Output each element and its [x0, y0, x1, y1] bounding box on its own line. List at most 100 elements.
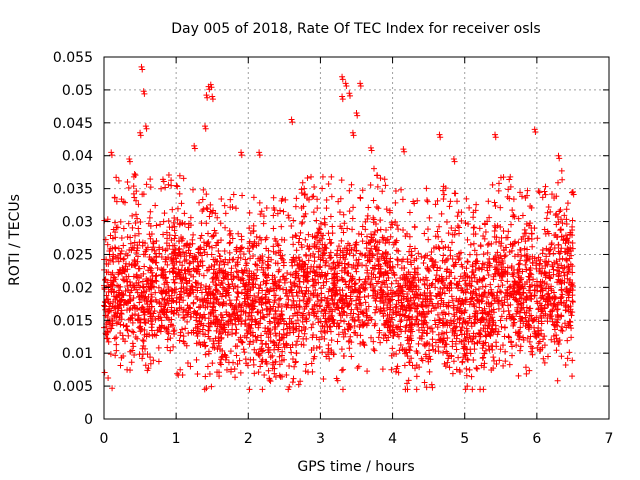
data-point: [368, 254, 375, 261]
data-point: [229, 280, 236, 287]
data-point: [325, 288, 332, 295]
data-point: [539, 250, 546, 257]
data-point: [394, 261, 401, 268]
data-point: [208, 310, 215, 317]
data-point: [242, 256, 249, 263]
data-point: [446, 203, 453, 210]
data-point: [132, 311, 139, 318]
data-point: [403, 322, 410, 329]
data-point: [190, 258, 197, 265]
data-point: [266, 377, 273, 384]
data-point: [126, 156, 133, 163]
data-point: [415, 277, 422, 284]
data-point: [183, 287, 190, 294]
data-point: [402, 281, 409, 288]
data-point: [345, 326, 352, 333]
data-point: [302, 274, 309, 281]
data-point: [314, 205, 321, 212]
data-point: [150, 239, 157, 246]
data-point: [210, 207, 217, 214]
data-point: [339, 249, 346, 256]
data-point: [273, 282, 280, 289]
data-point: [346, 285, 353, 292]
data-point: [177, 275, 184, 282]
data-point: [203, 204, 210, 211]
data-point: [353, 247, 360, 254]
data-point: [486, 262, 493, 269]
data-point: [151, 247, 158, 254]
data-point: [517, 324, 524, 331]
data-point: [569, 279, 576, 286]
data-point: [319, 173, 326, 180]
data-point: [494, 222, 501, 229]
data-point: [208, 244, 215, 251]
data-point: [226, 249, 233, 256]
data-point: [141, 90, 148, 97]
data-point: [456, 278, 463, 285]
data-point: [562, 240, 569, 247]
data-point: [509, 352, 516, 359]
data-point: [527, 220, 534, 227]
data-point: [321, 241, 328, 248]
data-point: [289, 119, 296, 126]
data-point: [268, 256, 275, 263]
data-point: [234, 361, 241, 368]
data-point: [422, 351, 429, 358]
data-point: [294, 261, 301, 268]
data-point: [208, 263, 215, 270]
data-point: [492, 134, 499, 141]
data-point: [278, 352, 285, 359]
data-point: [164, 336, 171, 343]
data-point: [445, 299, 452, 306]
data-point: [141, 263, 148, 270]
data-point: [338, 237, 345, 244]
data-point: [295, 381, 302, 388]
data-point: [136, 294, 143, 301]
data-point: [305, 231, 312, 238]
data-point: [390, 289, 397, 296]
data-point: [148, 324, 155, 331]
data-point: [133, 250, 140, 257]
data-point: [256, 199, 263, 206]
data-point: [137, 218, 144, 225]
data-point: [542, 310, 549, 317]
data-point: [383, 337, 390, 344]
data-point: [423, 384, 430, 391]
data-point: [149, 321, 156, 328]
data-point: [322, 329, 329, 336]
data-point: [516, 289, 523, 296]
data-point: [528, 343, 535, 350]
data-point: [113, 224, 120, 231]
data-point: [107, 232, 114, 239]
data-point: [436, 245, 443, 252]
data-point: [211, 344, 218, 351]
data-point: [548, 336, 555, 343]
data-point: [348, 306, 355, 313]
data-point: [153, 272, 160, 279]
data-point: [373, 303, 380, 310]
data-point: [195, 263, 202, 270]
data-point: [174, 370, 181, 377]
data-point: [553, 210, 560, 217]
data-point: [204, 94, 211, 101]
data-point: [325, 300, 332, 307]
data-point: [136, 351, 143, 358]
axis-ticks: 00.0050.010.0150.020.0250.030.0350.040.0…: [53, 50, 614, 447]
data-point: [496, 357, 503, 364]
data-point: [410, 275, 417, 282]
data-point: [496, 238, 503, 245]
data-point: [285, 386, 292, 393]
data-point: [137, 323, 144, 330]
data-point: [321, 215, 328, 222]
data-point: [520, 233, 527, 240]
data-point: [181, 243, 188, 250]
data-point: [166, 224, 173, 231]
data-point: [477, 333, 484, 340]
data-point: [451, 158, 458, 165]
data-point: [432, 276, 439, 283]
data-point: [429, 328, 436, 335]
data-point: [291, 310, 298, 317]
data-point: [296, 235, 303, 242]
data-point: [206, 243, 213, 250]
data-point: [215, 277, 222, 284]
